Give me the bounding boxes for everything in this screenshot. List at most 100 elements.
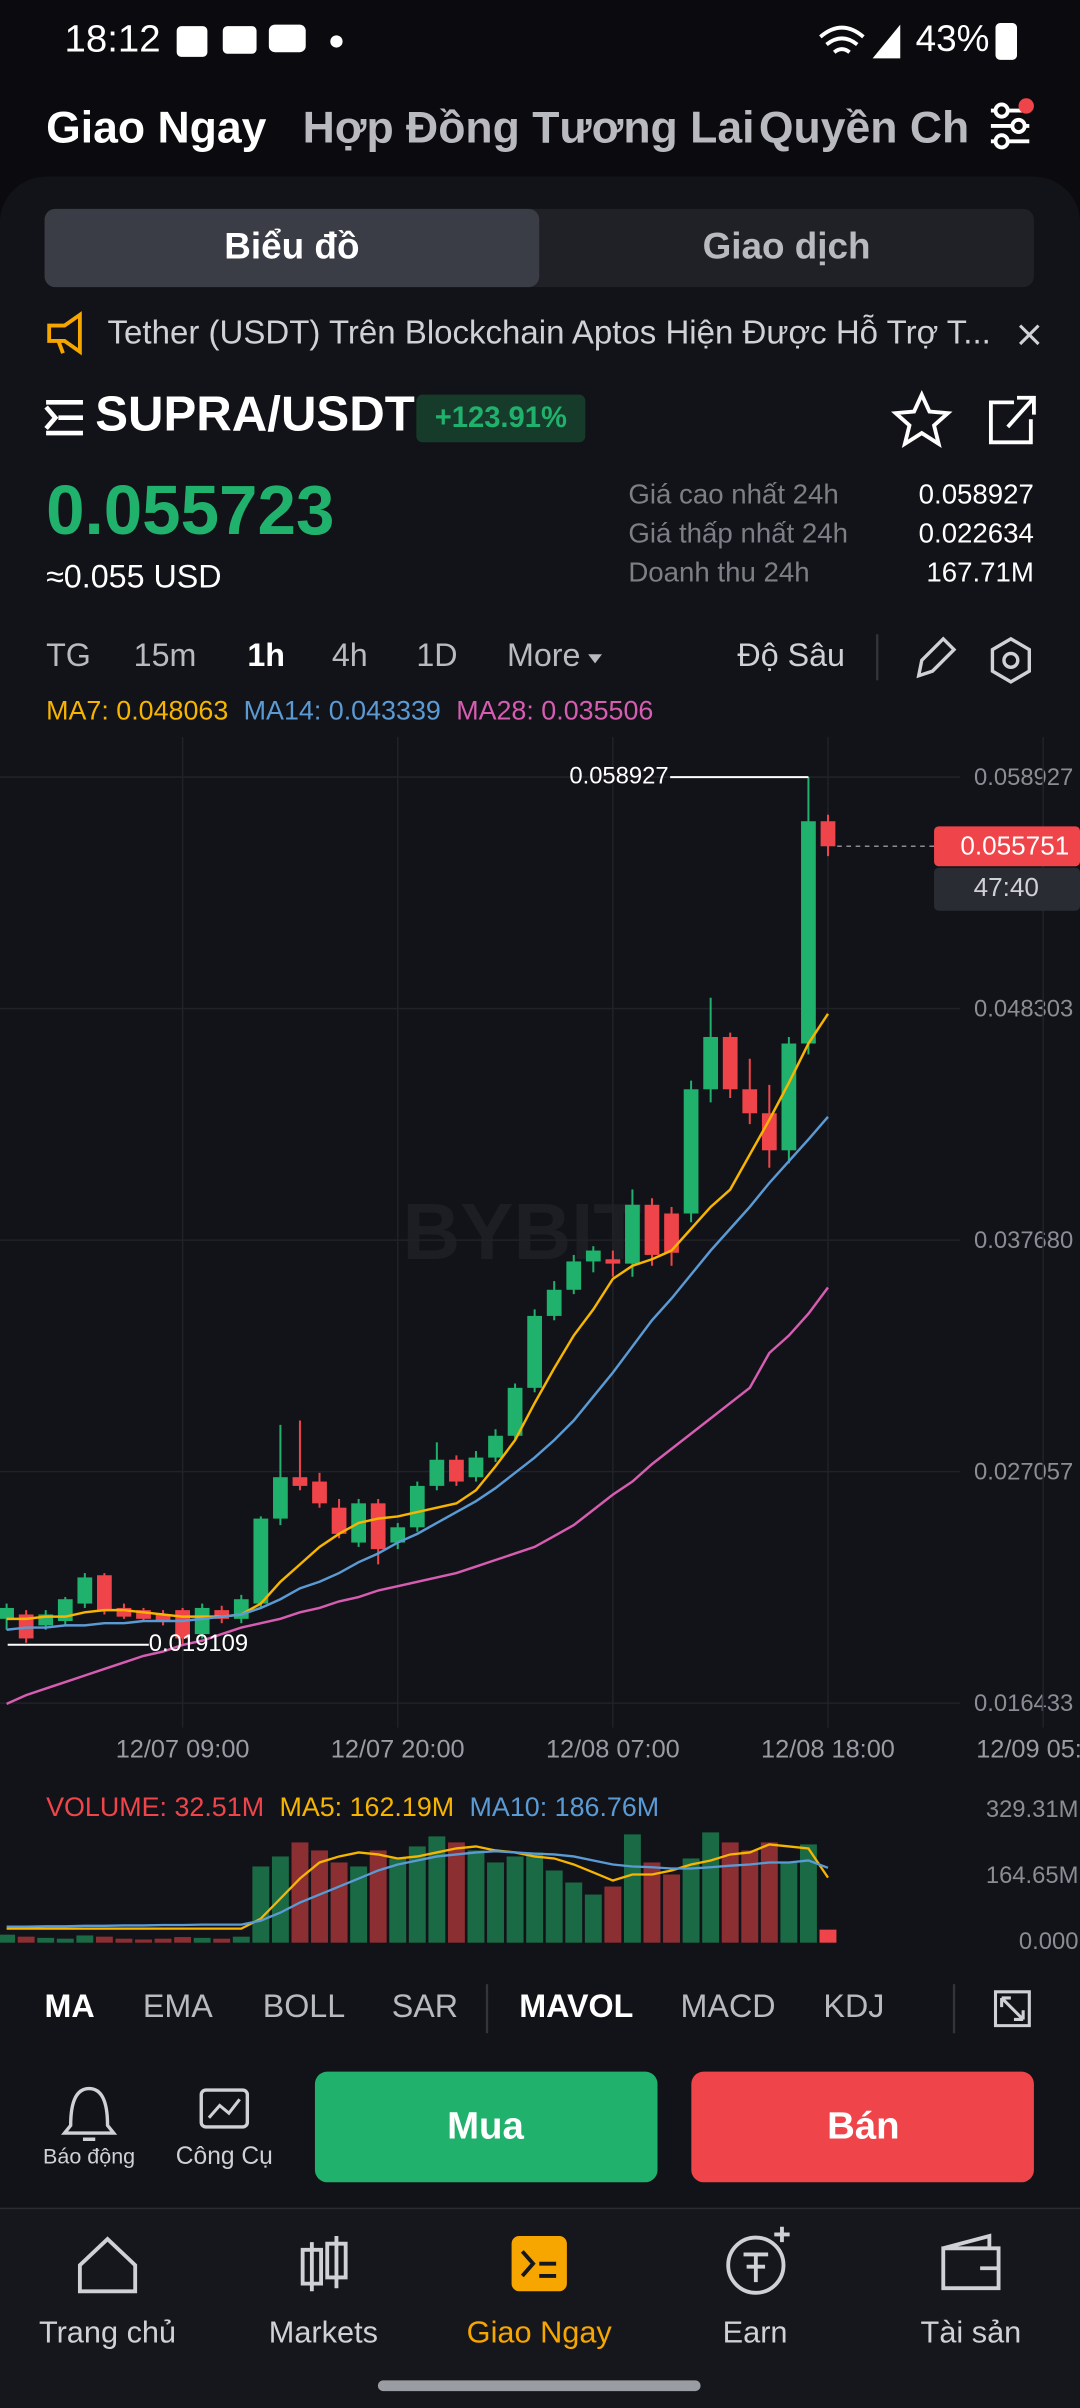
- change: +123.91%: [435, 402, 567, 434]
- menu-icon[interactable]: [44, 400, 83, 436]
- indicator-tab[interactable]: BOLL: [263, 1988, 345, 2024]
- clock: 18:12: [65, 18, 161, 61]
- close-icon[interactable]: [1018, 324, 1040, 346]
- ma-line: [6, 1115, 829, 1631]
- view-toggle-active: [44, 208, 540, 288]
- home-icon[interactable]: [77, 2236, 138, 2294]
- top-tab-active[interactable]: Giao Ngay: [46, 103, 267, 152]
- volume-bar: [56, 1938, 74, 1943]
- volume-ma-line: [6, 1850, 829, 1928]
- volume-bar: [780, 1862, 798, 1943]
- y-tick-label: 0.037680: [974, 1227, 1073, 1254]
- volume-bar: [584, 1894, 602, 1943]
- buy-button[interactable]: [314, 2071, 658, 2183]
- markets-icon[interactable]: [300, 2236, 348, 2292]
- x-tick-label: 12/07 20:00: [331, 1735, 465, 1763]
- chart-area: BYBIT 0.058927 0.048303 0.037680 0.027057 0.0…: [0, 696, 1080, 1955]
- interval[interactable]: More: [507, 637, 580, 673]
- indicator-tab[interactable]: MA: [45, 1988, 95, 2024]
- status-icon: [222, 26, 257, 54]
- tools-icon[interactable]: [199, 2088, 250, 2129]
- candle-body: [292, 1477, 308, 1486]
- candle-body: [781, 1043, 797, 1151]
- volume-bar: [0, 1934, 16, 1943]
- candle-body: [331, 1507, 347, 1534]
- nav-label[interactable]: Trang chủ: [39, 2314, 176, 2349]
- wifi-icon: [819, 25, 865, 54]
- volume-bar: [76, 1935, 94, 1943]
- indicator-tab[interactable]: KDJ: [823, 1988, 884, 2024]
- volume-ma-line: [6, 1843, 829, 1930]
- favorite-icon[interactable]: [891, 390, 953, 449]
- indicator-tab[interactable]: EMA: [143, 1988, 213, 2024]
- price-tag-label: 0.055751: [960, 831, 1069, 861]
- volume-bar: [154, 1938, 172, 1943]
- interval[interactable]: 4h: [332, 637, 368, 673]
- candle-body: [527, 1315, 543, 1388]
- candle-body: [409, 1485, 425, 1528]
- volume-bar: [232, 1936, 250, 1943]
- candle-body: [585, 1250, 601, 1262]
- sell-label[interactable]: Bán: [827, 2105, 900, 2148]
- candle-body: [644, 1204, 660, 1255]
- toggle-trade[interactable]: Giao dịch: [703, 226, 871, 267]
- nav-label[interactable]: Earn: [723, 2314, 788, 2349]
- stat-label: Giá thấp nhất 24h: [628, 517, 848, 548]
- nav-label[interactable]: Markets: [269, 2314, 378, 2349]
- tools-label[interactable]: Công Cụ: [176, 2143, 273, 2170]
- volume-bar: [526, 1852, 544, 1943]
- volume-bar: [37, 1937, 55, 1943]
- settings-icon[interactable]: [990, 636, 1031, 684]
- candle-body: [0, 1607, 14, 1619]
- alert-label[interactable]: Báo động: [43, 2144, 135, 2168]
- volume-bar: [682, 1858, 700, 1943]
- alert-icon[interactable]: [61, 2086, 118, 2141]
- top-tab[interactable]: Quyền Chọn: [759, 103, 1024, 152]
- candle-body: [253, 1518, 269, 1604]
- assets-icon[interactable]: [941, 2233, 1001, 2291]
- usd-price: ≈0.055 USD: [46, 558, 222, 594]
- fullscreen-icon[interactable]: [993, 1990, 1031, 2028]
- indicator-tabs: MA EMA BOLL SAR MAVOL MACD KDJ: [45, 1988, 885, 2024]
- toggle-chart[interactable]: Biểu đồ: [224, 226, 359, 267]
- candle-body: [761, 1113, 777, 1151]
- ma-line: [6, 1286, 829, 1705]
- share-icon[interactable]: [988, 395, 1036, 445]
- legend-entry: MA10: 186.76M: [470, 1792, 660, 1822]
- nav-label[interactable]: Tài sản: [921, 2314, 1022, 2349]
- countdown-tag: [934, 867, 1080, 911]
- interval[interactable]: 1h: [247, 637, 285, 673]
- interval[interactable]: 15m: [134, 637, 197, 673]
- x-tick-label: 12/09 05:00: [976, 1735, 1080, 1763]
- pair[interactable]: SUPRA/USDT: [95, 388, 415, 442]
- candle-body: [155, 1614, 171, 1622]
- x-tick-label: 12/07 09:00: [116, 1735, 250, 1763]
- indicator-tab[interactable]: SAR: [392, 1988, 458, 2024]
- stat-value: 0.022634: [919, 517, 1034, 548]
- announcement[interactable]: Tether (USDT) Trên Blockchain Aptos Hiện…: [108, 314, 991, 351]
- top-tab[interactable]: Hợp Đồng Tương Lai: [303, 103, 755, 152]
- indicator-tab[interactable]: MAVOL: [519, 1988, 633, 2024]
- interval[interactable]: TG: [46, 637, 91, 673]
- interval[interactable]: 1D: [416, 637, 457, 673]
- ma-line: [6, 1013, 830, 1621]
- nav-label[interactable]: Giao Ngay: [467, 2314, 613, 2349]
- signal-icon: [872, 24, 901, 59]
- change-badge: [416, 394, 586, 443]
- volume-bar: [213, 1938, 231, 1943]
- volume-bar: [604, 1886, 622, 1943]
- legend-entry: MA5: 162.19M: [279, 1792, 454, 1822]
- x-tick-label: 12/08 07:00: [546, 1735, 680, 1763]
- stat-value: 167.71M: [926, 557, 1034, 588]
- depth[interactable]: Độ Sâu: [737, 637, 845, 673]
- candle-body: [273, 1477, 288, 1519]
- buy-label[interactable]: Mua: [447, 2105, 524, 2148]
- candle-body: [214, 1610, 230, 1619]
- sell-button[interactable]: [691, 2071, 1034, 2183]
- candle-body: [820, 821, 836, 847]
- earn-icon[interactable]: [726, 2235, 786, 2295]
- candle-body: [390, 1527, 406, 1543]
- draw-icon[interactable]: [916, 636, 957, 679]
- indicator-tab[interactable]: MACD: [681, 1988, 776, 2024]
